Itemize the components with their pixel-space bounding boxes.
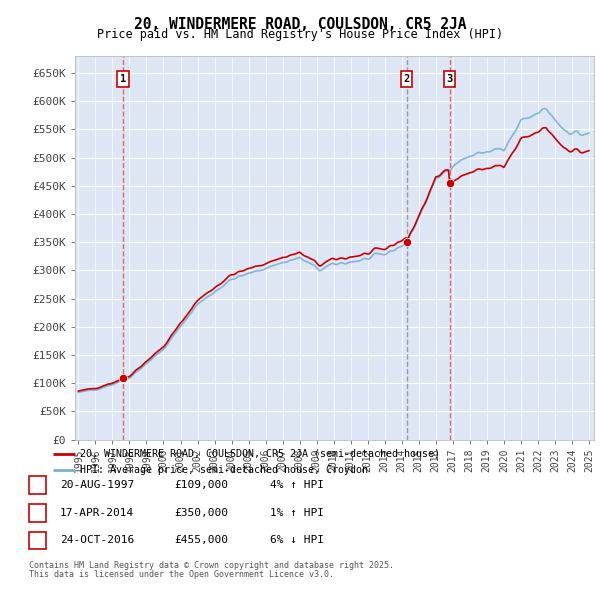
Text: HPI: Average price, semi-detached house, Croydon: HPI: Average price, semi-detached house,… (80, 465, 368, 475)
Text: £455,000: £455,000 (174, 536, 228, 545)
Text: 20-AUG-1997: 20-AUG-1997 (60, 480, 134, 490)
Text: 3: 3 (34, 536, 41, 545)
Text: 1% ↑ HPI: 1% ↑ HPI (270, 508, 324, 517)
Text: Price paid vs. HM Land Registry's House Price Index (HPI): Price paid vs. HM Land Registry's House … (97, 28, 503, 41)
Text: 20, WINDERMERE ROAD, COULSDON, CR5 2JA (semi-detached house): 20, WINDERMERE ROAD, COULSDON, CR5 2JA (… (80, 449, 440, 459)
Text: 3: 3 (446, 74, 452, 84)
Text: 17-APR-2014: 17-APR-2014 (60, 508, 134, 517)
Text: Contains HM Land Registry data © Crown copyright and database right 2025.: Contains HM Land Registry data © Crown c… (29, 561, 394, 570)
Text: 20, WINDERMERE ROAD, COULSDON, CR5 2JA: 20, WINDERMERE ROAD, COULSDON, CR5 2JA (134, 17, 466, 31)
Text: 1: 1 (34, 480, 41, 490)
Text: 4% ↑ HPI: 4% ↑ HPI (270, 480, 324, 490)
Text: 1: 1 (120, 74, 126, 84)
Text: This data is licensed under the Open Government Licence v3.0.: This data is licensed under the Open Gov… (29, 571, 334, 579)
Text: £350,000: £350,000 (174, 508, 228, 517)
Text: 6% ↓ HPI: 6% ↓ HPI (270, 536, 324, 545)
Text: 2: 2 (404, 74, 410, 84)
Text: 2: 2 (34, 508, 41, 517)
Text: £109,000: £109,000 (174, 480, 228, 490)
Text: 24-OCT-2016: 24-OCT-2016 (60, 536, 134, 545)
